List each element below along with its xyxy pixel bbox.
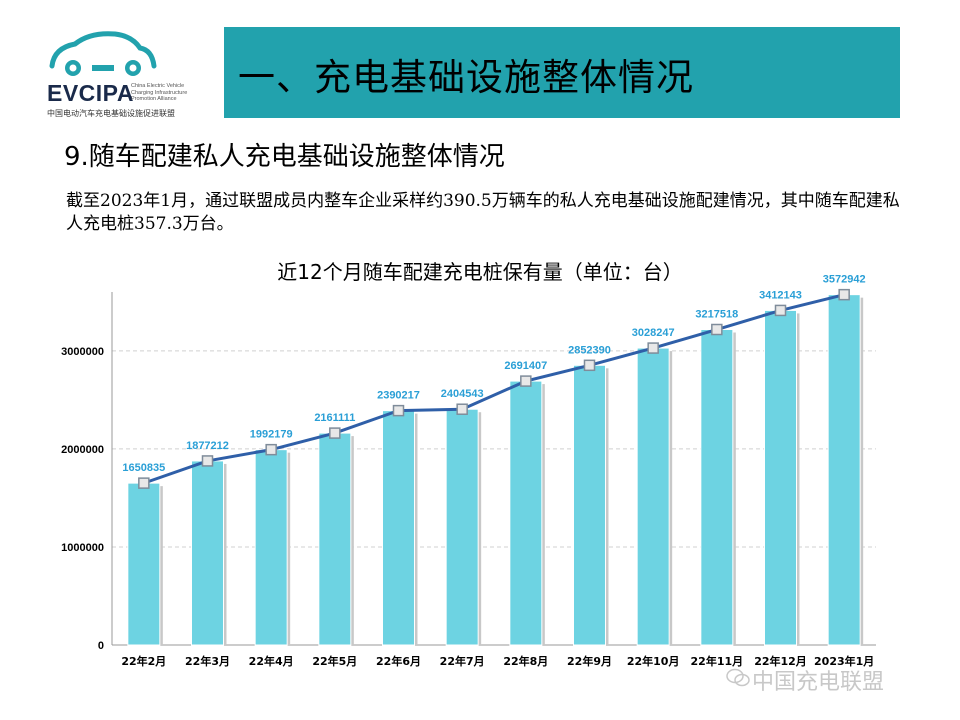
logo-english-line: Charging Infrastructure [131, 89, 188, 96]
data-label: 2852390 [568, 344, 611, 356]
bar [445, 408, 479, 646]
data-point [392, 404, 405, 417]
data-point [520, 375, 532, 387]
logo-acronym: EVCIPA [47, 80, 134, 106]
data-point [647, 342, 659, 354]
x-tick-label: 22年2月 [121, 654, 166, 668]
bar [827, 294, 861, 646]
section-subtitle: 9.随车配建私人充电基础设施整体情况 [64, 142, 505, 172]
y-tick-label: 2000000 [61, 444, 104, 456]
y-tick-label: 1000000 [61, 542, 104, 554]
bar [254, 449, 288, 646]
wechat-icon [726, 668, 750, 687]
data-label: 2161111 [314, 412, 355, 424]
bar [764, 309, 797, 646]
x-tick-label: 2023年1月 [814, 654, 874, 668]
data-point [774, 304, 787, 317]
x-tick-label: 22年7月 [440, 654, 485, 668]
logo-chinese: 中国电动汽车充电基础设施促进联盟 [47, 109, 175, 118]
bar [382, 410, 415, 646]
data-point [838, 288, 850, 301]
section-description: 截至2023年1月，通过联盟成员内整车企业采样约390.5万辆车的私人充电基础设… [66, 191, 900, 234]
y-tick-label: 3000000 [61, 346, 104, 358]
data-point [329, 427, 341, 439]
data-label: 3217518 [695, 309, 738, 321]
data-point [201, 455, 214, 467]
evcipa-logo [40, 26, 210, 122]
logo-english-line: China Electric Vehicle [131, 83, 185, 89]
bar [127, 482, 161, 646]
x-tick-label: 22年4月 [249, 654, 294, 668]
y-tick-label: 0 [98, 640, 104, 652]
x-tick-label: 22年9月 [567, 654, 612, 668]
bar [191, 460, 224, 646]
x-tick-label: 22年6月 [376, 654, 421, 668]
x-tick-label: 22年10月 [627, 654, 680, 668]
data-label: 1992179 [250, 429, 293, 441]
x-tick-label: 22年3月 [185, 654, 230, 668]
chart-title: 近12个月随车配建充电桩保有量（单位：台） [277, 260, 683, 284]
bar [318, 432, 352, 646]
data-label: 1877212 [186, 440, 229, 452]
data-point [138, 477, 150, 489]
series-line [143, 293, 845, 485]
data-label: 3412143 [759, 289, 802, 301]
data-label: 3572942 [823, 274, 866, 286]
data-point [583, 359, 596, 372]
bar [509, 380, 543, 646]
logo-english-line: Promotion Alliance [131, 96, 177, 102]
data-label: 2390217 [377, 390, 420, 402]
logo-english: China Electric Vehicle Charging Infrastr… [131, 83, 201, 103]
x-tick-label: 22年12月 [754, 654, 807, 668]
data-label: 3028247 [632, 327, 675, 339]
x-tick-label: 22年11月 [691, 654, 744, 668]
data-label: 2404543 [441, 388, 484, 400]
x-tick-label: 22年8月 [503, 654, 548, 668]
data-label: 2691407 [504, 360, 547, 372]
data-point [265, 443, 277, 456]
bar [573, 364, 606, 646]
bar [636, 347, 670, 646]
data-point [456, 403, 468, 415]
car-plug-icon [49, 31, 157, 76]
x-tick-label: 22年5月 [312, 654, 357, 668]
title-bar: 一、充电基础设施整体情况 [224, 27, 900, 118]
data-point [711, 323, 723, 336]
bar [700, 329, 734, 646]
page-title: 一、充电基础设施整体情况 [238, 56, 694, 99]
data-label: 1650835 [122, 462, 165, 474]
watermark-text: 中国充电联盟 [752, 670, 885, 695]
